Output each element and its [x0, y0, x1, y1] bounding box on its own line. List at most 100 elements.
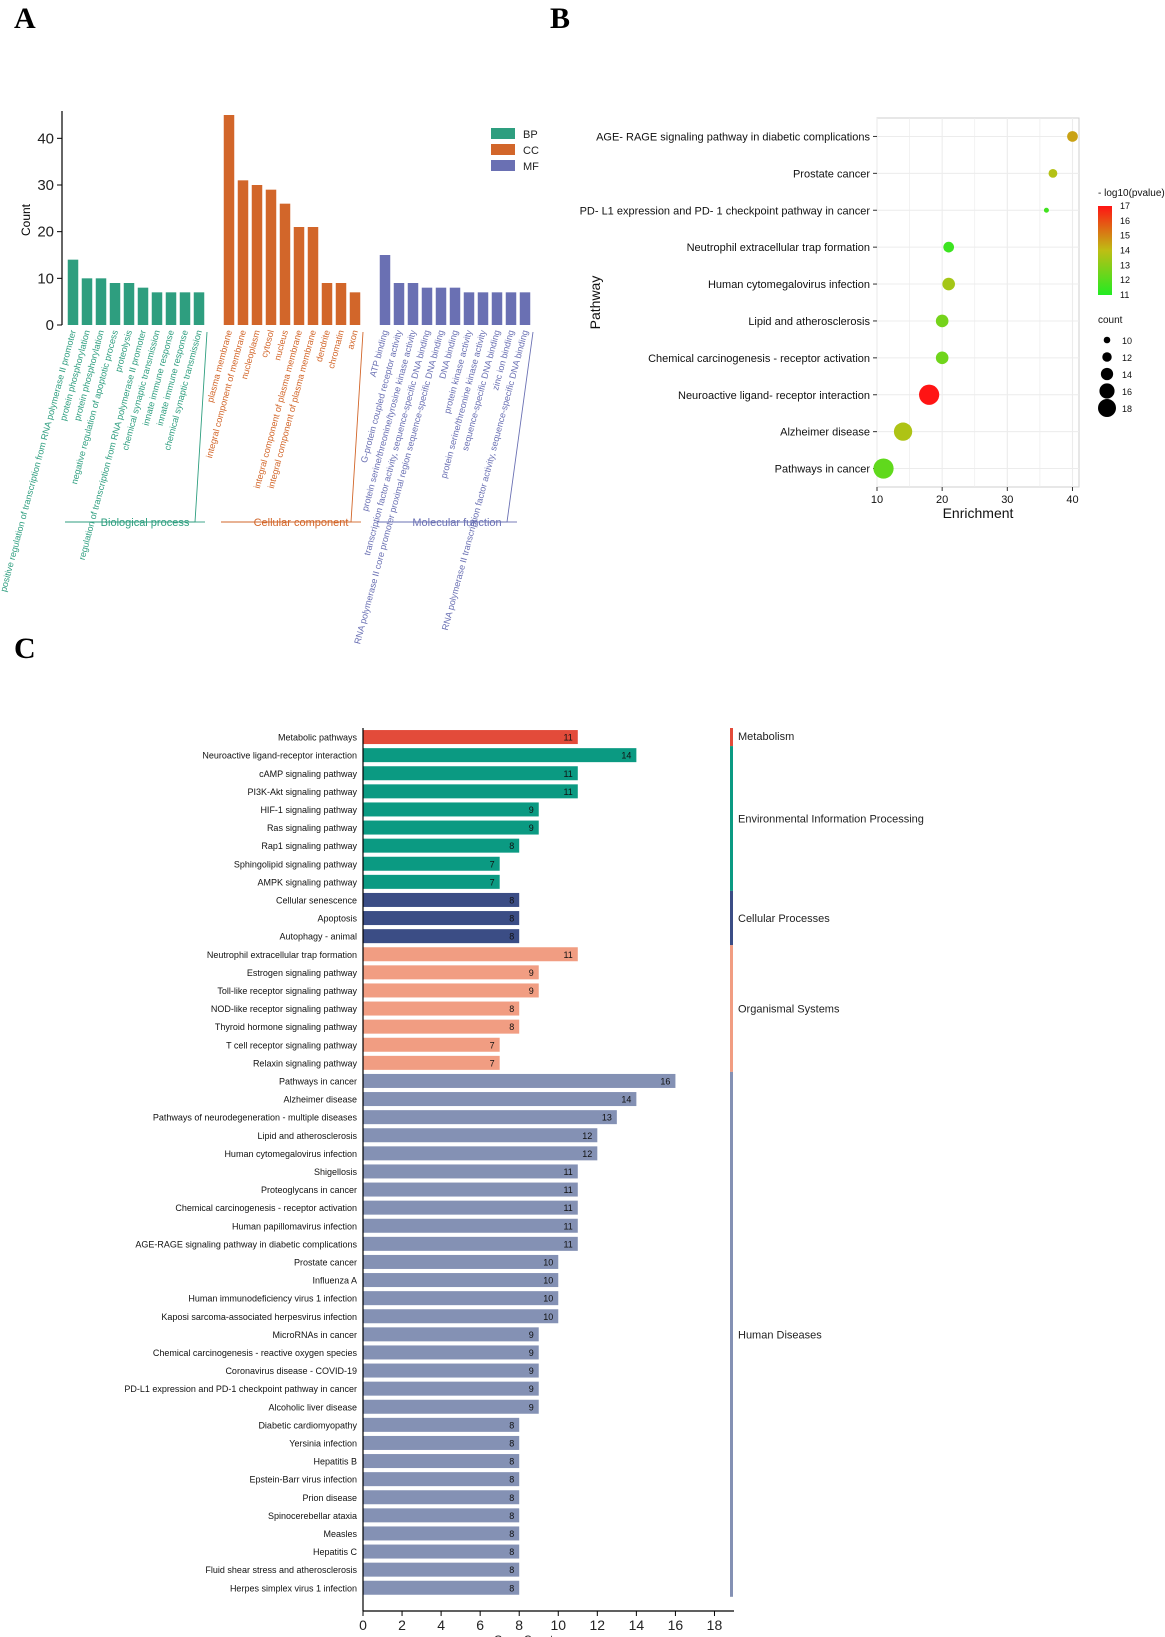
a-bar-cc	[335, 283, 347, 325]
c-bar-value: 9	[529, 968, 534, 978]
b-x-axis-title: Enrichment	[943, 505, 1014, 521]
c-bar-label: Shigellosis	[314, 1167, 358, 1177]
b-size-legend-label: 14	[1122, 370, 1132, 380]
c-x-tick-label: 14	[629, 1617, 645, 1633]
c-bar-label: Measles	[323, 1529, 357, 1539]
panel-label-b: B	[550, 2, 570, 35]
b-colorbar	[1098, 206, 1112, 295]
c-bar-value: 11	[563, 1221, 572, 1231]
a-bar-bp	[137, 287, 149, 325]
b-size-legend-label: 10	[1122, 336, 1132, 346]
c-bar-label: Prion disease	[302, 1493, 357, 1503]
a-bar-mf	[435, 287, 447, 325]
c-bar-value: 8	[509, 1583, 514, 1593]
c-bar-value: 8	[509, 1457, 514, 1467]
c-bar-alzheimer-disease	[363, 1092, 637, 1107]
a-group-label: Cellular component	[254, 517, 349, 529]
c-bar-label: MicroRNAs in cancer	[272, 1330, 357, 1340]
c-bar-value: 11	[563, 1239, 572, 1249]
c-bar-influenza-a	[363, 1273, 559, 1288]
c-bar-pi3k-akt-signaling-pathway	[363, 784, 578, 799]
c-bar-value: 14	[621, 751, 631, 761]
c-bar-shigellosis	[363, 1164, 578, 1179]
b-point-neuroactive-ligand-receptor-interaction	[919, 384, 940, 405]
c-bar-value: 9	[529, 986, 534, 996]
c-bar-value: 9	[529, 1330, 534, 1340]
c-bar-value: 8	[509, 1022, 514, 1032]
b-point-chemical-carcinogenesis-receptor-activation	[935, 351, 949, 365]
c-bar-spinocerebellar-ataxia	[363, 1508, 520, 1523]
a-bar-bp	[81, 278, 93, 325]
c-bar-label: Human cytomegalovirus infection	[224, 1149, 357, 1159]
c-bar-value: 7	[490, 1040, 495, 1050]
c-bar-herpes-simplex-virus-1-infection	[363, 1580, 520, 1595]
c-bar-prostate-cancer	[363, 1254, 559, 1269]
b-point-age-rage-signaling-pathway-in-diabetic-complications	[1067, 131, 1078, 142]
a-bar-mf	[463, 292, 475, 325]
b-size-legend-dot	[1098, 399, 1116, 417]
a-bar-mf	[505, 292, 517, 325]
a-bar-bp	[193, 292, 205, 325]
c-bar-value: 9	[529, 805, 534, 815]
a-bar-bp	[109, 283, 121, 325]
c-bar-label: Ras signaling pathway	[267, 823, 358, 833]
c-bar-estrogen-signaling-pathway	[363, 965, 539, 980]
c-bar-value: 8	[509, 1475, 514, 1485]
c-bar-label: Cellular senescence	[276, 895, 357, 905]
c-bar-label: Lipid and atherosclerosis	[257, 1131, 357, 1141]
b-size-legend-label: 18	[1122, 404, 1132, 414]
c-bar-label: Thyroid hormone signaling pathway	[215, 1022, 358, 1032]
c-x-tick-label: 2	[398, 1617, 406, 1633]
a-bar-mf	[491, 292, 503, 325]
c-bar-toll-like-receptor-signaling-pathway	[363, 983, 539, 998]
c-bar-value: 7	[490, 859, 495, 869]
c-category-strip	[730, 746, 733, 891]
b-colorbar-tick: 12	[1120, 275, 1130, 285]
b-colorbar-tick: 13	[1120, 260, 1130, 270]
c-x-axis-title: Gene Count	[494, 1634, 553, 1637]
b-pathway-label: Neutrophil extracellular trap formation	[687, 242, 870, 254]
a-legend-swatch	[491, 144, 515, 155]
c-bar-chemical-carcinogenesis-reactive-oxygen-species	[363, 1345, 539, 1360]
a-bar-bp	[179, 292, 191, 325]
c-bar-label: Apoptosis	[317, 914, 357, 924]
c-bar-human-cytomegalovirus-infection	[363, 1146, 598, 1161]
c-bar-kaposi-sarcoma-associated-herpesvirus-infection	[363, 1309, 559, 1324]
a-bar-mf	[393, 283, 405, 325]
c-bar-label: NOD-like receptor signaling pathway	[211, 1004, 358, 1014]
a-y-tick-label: 10	[37, 270, 54, 287]
a-legend-swatch	[491, 160, 515, 171]
c-bar-label: Hepatitis B	[313, 1457, 357, 1467]
c-bar-ras-signaling-pathway	[363, 820, 539, 835]
c-bar-autophagy-animal	[363, 929, 520, 944]
a-bar-mf	[449, 287, 461, 325]
a-bar-cc	[349, 292, 361, 325]
c-bar-label: Chemical carcinogenesis - reactive oxyge…	[153, 1348, 358, 1358]
b-x-tick-label: 20	[936, 494, 948, 506]
c-bar-label: Coronavirus disease - COVID-19	[225, 1366, 357, 1376]
b-y-axis-title: Pathway	[587, 276, 603, 330]
b-colorbar-tick: 15	[1120, 231, 1130, 241]
a-bar-cc	[237, 180, 249, 325]
c-x-tick-label: 18	[707, 1617, 723, 1633]
c-bar-label: Toll-like receptor signaling pathway	[217, 986, 357, 996]
c-category-strip	[730, 945, 733, 1072]
c-bar-t-cell-receptor-signaling-pathway	[363, 1037, 500, 1052]
c-bar-proteoglycans-in-cancer	[363, 1182, 578, 1197]
b-pathway-label: Pathways in cancer	[775, 464, 871, 476]
b-point-prostate-cancer	[1048, 168, 1058, 178]
c-bar-alcoholic-liver-disease	[363, 1399, 539, 1414]
a-bar-cc	[279, 203, 291, 325]
b-plot-area	[876, 117, 1080, 488]
a-bar-mf	[407, 283, 419, 325]
a-legend-label: CC	[523, 145, 539, 157]
c-bar-value: 8	[509, 1438, 514, 1448]
b-pathway-label: Chemical carcinogenesis - receptor activ…	[648, 353, 870, 365]
c-bar-human-immunodeficiency-virus-1-infection	[363, 1291, 559, 1306]
a-bar-mf	[477, 292, 489, 325]
c-bar-label: Relaxin signaling pathway	[253, 1058, 358, 1068]
c-bar-label: Estrogen signaling pathway	[247, 968, 358, 978]
chart-c-kegg-bar: 11 Metabolic pathways 14 Neuroactive ligand…	[124, 728, 924, 1637]
c-x-tick-label: 0	[359, 1617, 367, 1633]
